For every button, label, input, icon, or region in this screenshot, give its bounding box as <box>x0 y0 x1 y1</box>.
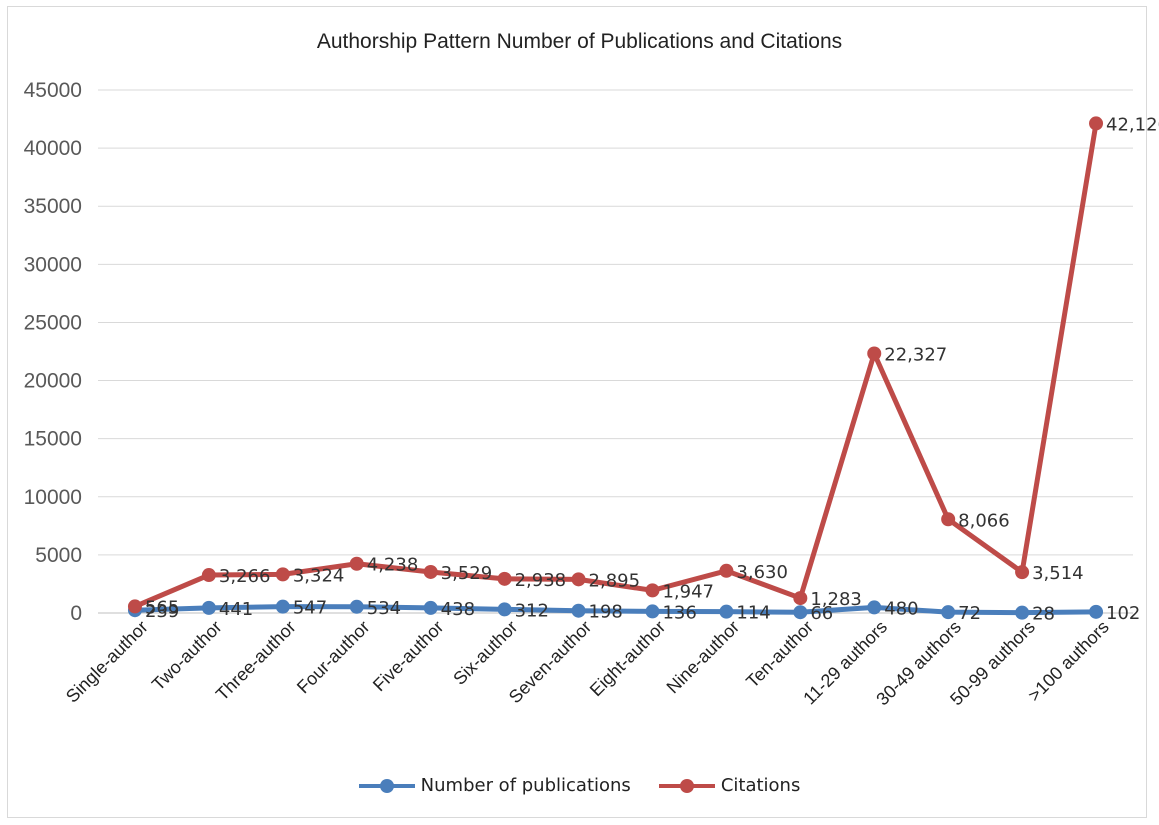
x-tick-label: Single-author <box>62 617 152 707</box>
data-point <box>349 599 364 614</box>
y-axis-ticks: 0 5000 10000 15000 20000 25000 30000 35000 40000… <box>24 79 82 625</box>
data-label: 114 <box>736 603 770 624</box>
legend-swatch-publications <box>358 778 415 793</box>
legend-label-citations: Citations <box>720 775 801 796</box>
data-label: 3,529 <box>441 563 493 584</box>
data-label: 28 <box>1032 604 1055 625</box>
data-label: 441 <box>219 599 253 620</box>
data-label: 534 <box>367 598 401 619</box>
data-label: 1,283 <box>810 589 862 610</box>
data-label: 239 <box>145 601 179 622</box>
data-point <box>793 591 808 606</box>
series-line <box>132 604 1099 616</box>
data-point <box>201 568 216 583</box>
data-label: 312 <box>515 600 549 621</box>
data-point <box>127 599 142 614</box>
data-label: 66 <box>810 603 833 624</box>
data-label: 480 <box>884 598 918 619</box>
data-label: 102 <box>1106 603 1140 624</box>
x-tick-label: Six-author <box>449 617 521 689</box>
data-label: 136 <box>662 602 696 623</box>
data-point <box>201 600 216 615</box>
legend-item-publications: Number of publications <box>358 775 631 796</box>
x-tick-label: Ten-author <box>742 617 817 692</box>
y-tick-label: 10000 <box>24 486 82 509</box>
data-label: 4,238 <box>367 555 419 576</box>
data-point <box>571 603 586 618</box>
y-tick-label: 25000 <box>24 311 82 334</box>
data-point <box>1089 116 1104 131</box>
legend-label-publications: Number of publications <box>420 775 631 796</box>
x-tick-label: Five-author <box>369 617 448 696</box>
data-label: 2,938 <box>515 570 567 591</box>
data-label: 22,327 <box>884 345 947 366</box>
y-tick-label: 0 <box>70 602 82 625</box>
data-point <box>423 600 438 615</box>
y-tick-label: 30000 <box>24 253 82 276</box>
chart-frame <box>7 6 1147 818</box>
x-axis-ticks: Single-authorTwo-authorThree-authorFour-… <box>62 617 1113 710</box>
legend: Number of publications Citations <box>0 775 1159 796</box>
x-tick-label: Four-author <box>293 617 374 698</box>
data-point <box>719 604 734 619</box>
data-labels: 239 441 547 534 438 312 198 136 114 66 480 72 28 102 5… <box>145 114 1159 624</box>
data-label: 3,266 <box>219 566 271 587</box>
legend-item-citations: Citations <box>658 775 801 796</box>
y-tick-label: 15000 <box>24 428 82 451</box>
gridlines <box>98 89 1133 614</box>
data-point <box>275 599 290 614</box>
data-point <box>497 602 512 617</box>
data-point <box>719 563 734 578</box>
x-tick-label: Nine-author <box>663 617 744 698</box>
data-label: 565 <box>145 597 179 618</box>
data-label: 3,630 <box>736 562 788 583</box>
data-point <box>571 572 586 587</box>
data-point <box>645 583 660 598</box>
data-point <box>867 600 882 615</box>
y-tick-label: 5000 <box>35 544 82 567</box>
data-label: 72 <box>958 603 981 624</box>
data-label: 198 <box>589 602 623 623</box>
data-label: 8,066 <box>958 510 1010 531</box>
series-line <box>132 120 1099 609</box>
y-tick-label: 35000 <box>24 195 82 218</box>
data-label: 3,324 <box>293 565 345 586</box>
x-tick-label: Two-author <box>148 617 226 695</box>
x-tick-label: Three-author <box>212 617 300 705</box>
x-tick-label: Eight-author <box>586 617 669 700</box>
data-point <box>1015 565 1030 580</box>
legend-swatch-citations <box>658 778 715 793</box>
data-point <box>1089 604 1104 619</box>
data-point <box>867 346 882 361</box>
data-label: 438 <box>441 599 475 620</box>
data-point <box>793 605 808 620</box>
data-point <box>423 564 438 579</box>
y-tick-label: 45000 <box>24 79 82 102</box>
chart-title: Authorship Pattern Number of Publication… <box>316 30 843 53</box>
data-label: 547 <box>293 598 327 619</box>
data-point <box>497 571 512 586</box>
data-label: 42,126 <box>1106 114 1159 135</box>
data-point <box>941 605 956 620</box>
y-tick-label: 40000 <box>24 137 82 160</box>
data-point <box>1015 605 1030 620</box>
data-point <box>349 556 364 571</box>
data-label: 3,514 <box>1032 563 1084 584</box>
data-point <box>275 567 290 582</box>
y-tick-label: 20000 <box>24 370 82 393</box>
series-lines <box>127 116 1104 620</box>
data-point <box>645 604 660 619</box>
data-label: 2,895 <box>589 570 641 591</box>
data-point <box>941 512 956 527</box>
data-label: 1,947 <box>662 581 714 602</box>
